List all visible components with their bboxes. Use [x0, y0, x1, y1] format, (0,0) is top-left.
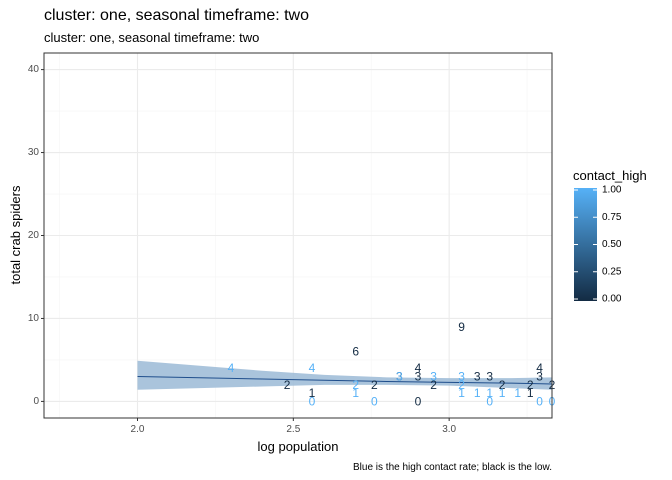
data-point-label: 9 [458, 320, 465, 334]
data-point-label: 0 [536, 394, 543, 408]
chart-title: cluster: one, seasonal timeframe: two [44, 7, 309, 24]
data-point-label: 1 [352, 386, 359, 400]
data-point-label: 4 [415, 361, 422, 375]
y-tick-label: 40 [28, 64, 40, 75]
data-point-label: 2 [527, 378, 534, 392]
x-axis: 2.0 2.5 3.0 [131, 418, 457, 435]
data-point-label: 2 [352, 378, 359, 392]
legend-colorbar [574, 188, 597, 301]
y-tick-label: 20 [28, 230, 40, 241]
data-point-label: 2 [284, 378, 291, 392]
fit-line-path [137, 376, 553, 385]
data-point-label: 3 [486, 370, 493, 384]
data-point-label: 3 [415, 370, 422, 384]
data-point-label: 1 [527, 386, 534, 400]
data-point-label: 3 [458, 370, 465, 384]
legend-tick-label: 0.50 [602, 239, 622, 250]
x-tick-label: 3.0 [442, 424, 456, 435]
data-point-label: 2 [499, 378, 506, 392]
x-axis-title: log population [258, 439, 339, 454]
x-tick-label: 2.0 [131, 424, 145, 435]
legend-tick-label: 0.00 [602, 294, 622, 305]
data-point-label: 2 [371, 378, 378, 392]
data-point-label: 1 [514, 386, 521, 400]
data-point-label: 1 [309, 386, 316, 400]
color-legend: contact_high 0.00 0.25 0.50 0.75 1.00 [573, 168, 647, 305]
data-point-label: 3 [474, 370, 481, 384]
caption: Blue is the high contact rate; black is … [353, 462, 552, 473]
data-point-label: 3 [396, 370, 403, 384]
fit-line [137, 376, 553, 385]
data-point-label: 3 [430, 370, 437, 384]
data-point-label: 4 [228, 361, 235, 375]
legend-ticks: 0.00 0.25 0.50 0.75 1.00 [574, 185, 622, 305]
y-tick-label: 30 [28, 147, 40, 158]
data-point-label: 1 [499, 386, 506, 400]
data-point-label: 4 [536, 361, 543, 375]
legend-tick-label: 0.25 [602, 266, 622, 277]
legend-tick-label: 1.00 [602, 185, 622, 196]
legend-title: contact_high [573, 168, 647, 183]
y-axis-title: total crab spiders [8, 185, 23, 284]
data-point-label: 1 [486, 386, 493, 400]
grid-lines [44, 53, 552, 418]
chart-subtitle: cluster: one, seasonal timeframe: two [44, 30, 259, 45]
data-point-label: 2 [458, 378, 465, 392]
data-point-label: 0 [371, 394, 378, 408]
legend-tick-label: 0.75 [602, 212, 622, 223]
data-point-label: 1 [458, 386, 465, 400]
y-tick-label: 10 [28, 313, 40, 324]
data-point-label: 6 [352, 345, 359, 359]
data-point-label: 2 [430, 378, 437, 392]
data-point-label: 3 [536, 370, 543, 384]
data-point-label: 1 [474, 386, 481, 400]
y-axis: 0 10 20 30 40 [28, 64, 44, 407]
data-point-label: 0 [415, 394, 422, 408]
x-tick-label: 2.5 [286, 424, 300, 435]
data-point-label: 0 [486, 394, 493, 408]
y-tick-label: 0 [33, 396, 39, 407]
data-point-label: 4 [309, 361, 316, 375]
data-point-label: 0 [309, 394, 316, 408]
data-point-label: 3 [396, 370, 403, 384]
